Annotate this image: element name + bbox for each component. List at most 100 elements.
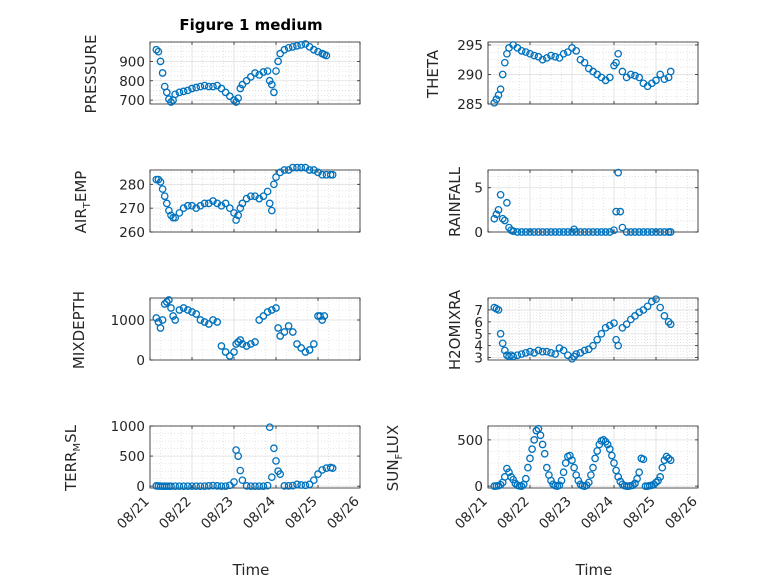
data-point bbox=[500, 216, 509, 225]
data-point bbox=[559, 228, 568, 236]
data-point bbox=[555, 344, 564, 352]
y-tick-label: 700 bbox=[119, 93, 145, 109]
data-point bbox=[270, 444, 278, 453]
data-point bbox=[280, 45, 289, 54]
data-point bbox=[204, 320, 213, 328]
data-point bbox=[656, 228, 665, 236]
data-point bbox=[280, 166, 289, 174]
axes-box bbox=[149, 297, 361, 361]
data-point bbox=[171, 482, 180, 491]
data-point bbox=[165, 296, 173, 304]
data-point bbox=[200, 318, 209, 326]
data-point bbox=[293, 340, 301, 348]
data-point bbox=[652, 228, 660, 236]
data-point bbox=[154, 175, 163, 184]
data-point bbox=[664, 317, 673, 326]
data-point bbox=[521, 228, 530, 236]
data-point bbox=[167, 482, 175, 491]
data-point bbox=[230, 348, 238, 356]
xlabel-right: Time bbox=[575, 561, 613, 579]
y-tick-label: 0 bbox=[474, 479, 483, 495]
data-point bbox=[589, 463, 597, 472]
data-point bbox=[305, 480, 314, 489]
data-point bbox=[498, 214, 507, 223]
data-point bbox=[196, 482, 205, 491]
data-point bbox=[162, 88, 171, 97]
y-tick-label: 280 bbox=[119, 177, 145, 193]
data-point bbox=[259, 312, 268, 320]
data-point bbox=[605, 73, 614, 82]
data-point bbox=[490, 214, 499, 223]
data-point bbox=[530, 51, 539, 60]
data-point bbox=[580, 58, 589, 67]
data-point bbox=[255, 316, 264, 324]
data-point bbox=[534, 424, 543, 433]
subplot-terr-msl: TERRMSL bbox=[62, 424, 83, 492]
data-point bbox=[614, 49, 623, 58]
data-point bbox=[318, 170, 327, 179]
subplot-theta: THETA bbox=[424, 49, 442, 99]
data-point bbox=[267, 306, 276, 314]
data-point bbox=[236, 466, 245, 475]
data-point bbox=[528, 445, 536, 453]
data-point bbox=[589, 228, 597, 236]
axes-pressure: 700 800 900 bbox=[119, 40, 361, 109]
data-point bbox=[566, 451, 574, 460]
ylabel-rainfall: RAINFALL bbox=[446, 166, 464, 237]
data-point bbox=[167, 304, 175, 312]
ylabel-terr-msl: TERRMSL bbox=[62, 424, 83, 492]
data-point bbox=[603, 440, 612, 449]
data-point bbox=[526, 454, 534, 463]
y-tick-label: 285 bbox=[457, 97, 483, 113]
data-point bbox=[513, 351, 522, 360]
data-point bbox=[652, 478, 660, 487]
data-point bbox=[209, 82, 217, 91]
data-point bbox=[563, 228, 572, 236]
data-point bbox=[265, 76, 274, 85]
data-point bbox=[301, 348, 310, 356]
data-point bbox=[534, 346, 543, 355]
data-point bbox=[297, 481, 306, 489]
data-point bbox=[263, 187, 272, 196]
data-point bbox=[276, 49, 285, 58]
data-point bbox=[635, 73, 644, 82]
data-point bbox=[618, 223, 627, 232]
data-point bbox=[498, 70, 507, 79]
data-point bbox=[251, 338, 259, 346]
data-point bbox=[555, 228, 564, 236]
data-point bbox=[179, 87, 188, 96]
data-point bbox=[246, 482, 255, 491]
data-point bbox=[494, 206, 503, 214]
data-point bbox=[618, 67, 627, 76]
data-point bbox=[635, 228, 644, 236]
data-point bbox=[612, 207, 620, 216]
axes-box bbox=[149, 169, 361, 233]
data-point bbox=[557, 476, 566, 485]
data-point bbox=[614, 341, 623, 350]
data-point bbox=[175, 209, 184, 217]
y-tick-label: 5 bbox=[474, 181, 483, 197]
data-point bbox=[517, 350, 526, 358]
data-point bbox=[639, 228, 648, 236]
data-point bbox=[666, 228, 675, 236]
data-point bbox=[293, 163, 301, 172]
data-point bbox=[204, 82, 213, 91]
data-point bbox=[316, 312, 324, 320]
data-point bbox=[524, 463, 532, 472]
data-point bbox=[580, 346, 589, 355]
data-point bbox=[542, 347, 551, 356]
data-point bbox=[284, 482, 293, 490]
data-point bbox=[643, 228, 652, 236]
data-point bbox=[225, 92, 234, 101]
data-point bbox=[246, 73, 255, 81]
data-point bbox=[500, 58, 509, 67]
data-point bbox=[301, 481, 310, 490]
data-point bbox=[633, 474, 641, 483]
y-tick-label: 7 bbox=[474, 303, 483, 319]
data-point bbox=[255, 194, 264, 203]
data-point bbox=[599, 436, 608, 444]
data-point bbox=[263, 308, 272, 316]
data-point bbox=[234, 94, 243, 103]
data-point bbox=[601, 228, 610, 236]
data-point bbox=[622, 228, 631, 236]
